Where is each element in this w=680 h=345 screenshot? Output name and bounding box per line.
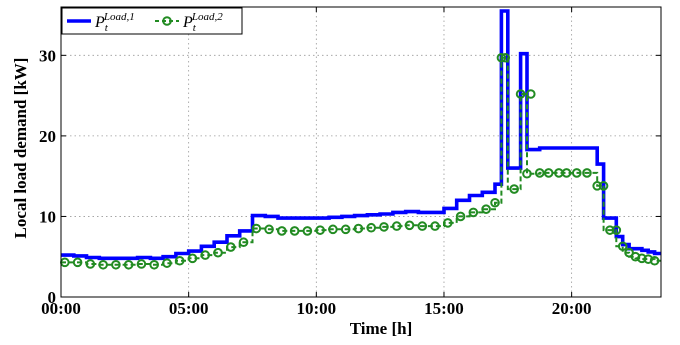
series-1-line <box>61 9 661 261</box>
x-tick-label-4: 20:00 <box>552 299 592 318</box>
series-2-point-21 <box>328 224 338 235</box>
series-2-point-9 <box>174 255 185 266</box>
series-2-point-3 <box>98 259 108 270</box>
series-2-point-10 <box>187 253 198 264</box>
series-2-point-41 <box>534 168 545 178</box>
y-axis-title: Local load demand [kW] <box>11 58 30 239</box>
series-2-point-40 <box>522 168 532 179</box>
series-2-point-29 <box>430 221 440 231</box>
series-2-point-46 <box>582 168 592 178</box>
series-2-point-1 <box>72 257 83 268</box>
series-2-point-54 <box>637 253 647 264</box>
series-2-point-25 <box>379 222 389 232</box>
x-axis-title: Time [h] <box>350 319 413 338</box>
series-2-point-36 <box>496 52 507 63</box>
series-2-point-8 <box>162 258 172 268</box>
series-2-point-20 <box>315 225 325 235</box>
y-tick-label-1: 10 <box>39 207 56 226</box>
series-2-point-31 <box>455 211 466 222</box>
series-2-point-6 <box>136 259 147 269</box>
series-2-point-37 <box>509 184 519 194</box>
axes: 00:00 05:00 10:00 15:00 20:00 0 10 20 30 <box>39 6 662 318</box>
series-2-point-2 <box>85 259 96 269</box>
x-tick-label-1: 05:00 <box>169 299 209 318</box>
grid-lines <box>61 7 661 297</box>
legend-entry-1: PtLoad,1 <box>94 11 135 34</box>
series-2-point-15 <box>251 223 262 234</box>
series-2-point-11 <box>200 250 211 260</box>
plot-frame <box>60 6 662 298</box>
series-2-point-4 <box>111 259 121 270</box>
y-tick-label-0: 0 <box>48 288 57 307</box>
series-2-point-18 <box>289 226 300 236</box>
series-2-point-34 <box>490 197 500 208</box>
series-2-point-48 <box>598 181 609 191</box>
legend-box <box>61 7 243 35</box>
series-2-point-5 <box>123 259 134 270</box>
x-tick-label-3: 15:00 <box>424 299 464 318</box>
series-2-point-12 <box>213 247 223 258</box>
series-2-point-23 <box>353 223 364 234</box>
series-2-point-27 <box>404 220 415 231</box>
series-2-point-56 <box>649 255 660 266</box>
series-layer <box>60 9 661 270</box>
series-2-point-24 <box>366 222 377 233</box>
plot-background <box>61 7 661 297</box>
series-2-point-28 <box>417 221 428 231</box>
series-2-point-26 <box>391 221 402 231</box>
series-2-point-44 <box>561 168 572 178</box>
series-2-point-13 <box>225 242 236 252</box>
series-2-point-30 <box>443 218 453 228</box>
series-2-point-50 <box>611 225 622 235</box>
series-2-point-14 <box>238 237 249 248</box>
series-2-point-35 <box>500 52 511 63</box>
series-2-point-47 <box>592 181 602 191</box>
series-2-point-19 <box>302 226 313 236</box>
series-2-point-39 <box>525 89 536 99</box>
y-tick-label-3: 30 <box>39 46 56 65</box>
series-2-point-45 <box>571 168 582 178</box>
y-tick-label-2: 20 <box>39 127 56 146</box>
series-2-point-32 <box>468 207 479 218</box>
legend-entry-2: PtLoad,2 <box>182 11 223 34</box>
series-2-point-33 <box>481 204 491 214</box>
series-2-point-51 <box>617 241 628 252</box>
series-2-point-22 <box>340 224 351 235</box>
series-2-point-17 <box>277 226 287 236</box>
x-tick-label-0: 00:00 <box>41 299 81 318</box>
series-2-point-42 <box>543 168 554 178</box>
series-2-point-38 <box>515 89 526 99</box>
series-2-point-7 <box>149 259 159 270</box>
series-2-point-16 <box>264 224 274 235</box>
legend: PtLoad,1 PtLoad,2 <box>61 7 243 35</box>
x-tick-label-2: 10:00 <box>296 299 336 318</box>
legend-marker-2 <box>162 16 172 26</box>
series-2-point-49 <box>605 225 615 235</box>
